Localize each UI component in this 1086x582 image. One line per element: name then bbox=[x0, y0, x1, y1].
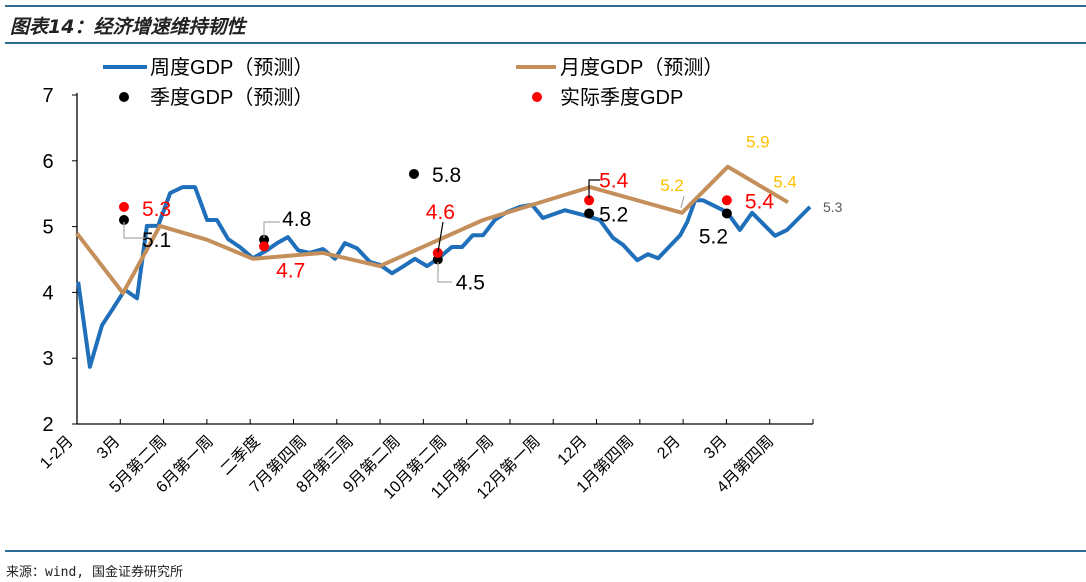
y-tick-label: 3 bbox=[42, 348, 53, 370]
y-tick-label: 4 bbox=[42, 282, 53, 304]
x-tick-label: 1-2月 bbox=[37, 433, 77, 473]
source-note: 来源：wind, 国金证券研究所 bbox=[6, 565, 183, 580]
data-label: 5.4 bbox=[599, 169, 629, 192]
legend-monthly-label: 月度GDP（预测） bbox=[560, 56, 723, 79]
quarterly-gdp-forecast-dot bbox=[118, 215, 129, 226]
legend-actual-label: 实际季度GDP bbox=[560, 86, 683, 109]
leader-line bbox=[588, 179, 600, 198]
leader-line bbox=[680, 195, 685, 209]
figure-title: 图表14：经济增速维持韧性 bbox=[10, 16, 246, 38]
y-tick-label: 2 bbox=[42, 414, 53, 436]
legend-weekly-label: 周度GDP（预测） bbox=[150, 56, 313, 79]
x-tick-label: 2月 bbox=[654, 433, 684, 463]
leader-line bbox=[437, 262, 452, 283]
bottom-rule bbox=[5, 550, 1086, 552]
x-tick-label: 3月 bbox=[94, 433, 124, 463]
x-tick-label: 3月 bbox=[701, 433, 731, 463]
x-tick-label: 12月 bbox=[555, 433, 591, 469]
quarterly-gdp-forecast-dot bbox=[584, 208, 595, 219]
actual-quarterly-gdp-dot bbox=[721, 195, 732, 206]
weekly-gdp-line bbox=[76, 185, 812, 369]
legend-quarterly-swatch bbox=[119, 92, 129, 102]
actual-quarterly-gdp-dot bbox=[584, 195, 595, 206]
leader-line bbox=[123, 222, 145, 239]
legend-actual-swatch bbox=[532, 92, 542, 102]
actual-quarterly-gdp-dot bbox=[432, 247, 443, 258]
data-label: 4.7 bbox=[276, 259, 305, 282]
data-label: 5.3 bbox=[823, 199, 843, 215]
data-label: 5.2 bbox=[660, 176, 684, 195]
leader-line bbox=[263, 221, 280, 238]
data-label: 5.4 bbox=[773, 172, 797, 191]
data-label: 4.6 bbox=[426, 201, 455, 224]
title-rule bbox=[5, 42, 1086, 44]
y-tick-label: 7 bbox=[42, 85, 53, 107]
leader-line bbox=[437, 221, 444, 253]
actual-quarterly-gdp-dot bbox=[259, 241, 270, 252]
data-label: 4.5 bbox=[456, 272, 485, 295]
actual-quarterly-gdp-dot bbox=[118, 201, 129, 212]
data-label: 5.9 bbox=[746, 133, 770, 152]
data-label: 4.8 bbox=[282, 208, 311, 231]
monthly-gdp-line bbox=[75, 164, 790, 296]
data-label: 5.2 bbox=[699, 225, 728, 248]
quarterly-gdp-forecast-dot bbox=[408, 168, 419, 179]
data-label: 5.1 bbox=[142, 229, 171, 252]
x-tick-label: 二季度 bbox=[217, 432, 264, 479]
legend-quarterly-label: 季度GDP（预测） bbox=[150, 86, 313, 109]
quarterly-gdp-forecast-dot bbox=[721, 208, 732, 219]
data-label: 5.4 bbox=[745, 190, 775, 213]
top-rule bbox=[5, 5, 1086, 7]
data-label: 5.8 bbox=[432, 164, 461, 187]
y-tick-label: 6 bbox=[42, 151, 53, 173]
data-label: 5.3 bbox=[142, 198, 171, 221]
y-tick-label: 5 bbox=[42, 217, 53, 239]
data-label: 5.2 bbox=[599, 203, 628, 226]
